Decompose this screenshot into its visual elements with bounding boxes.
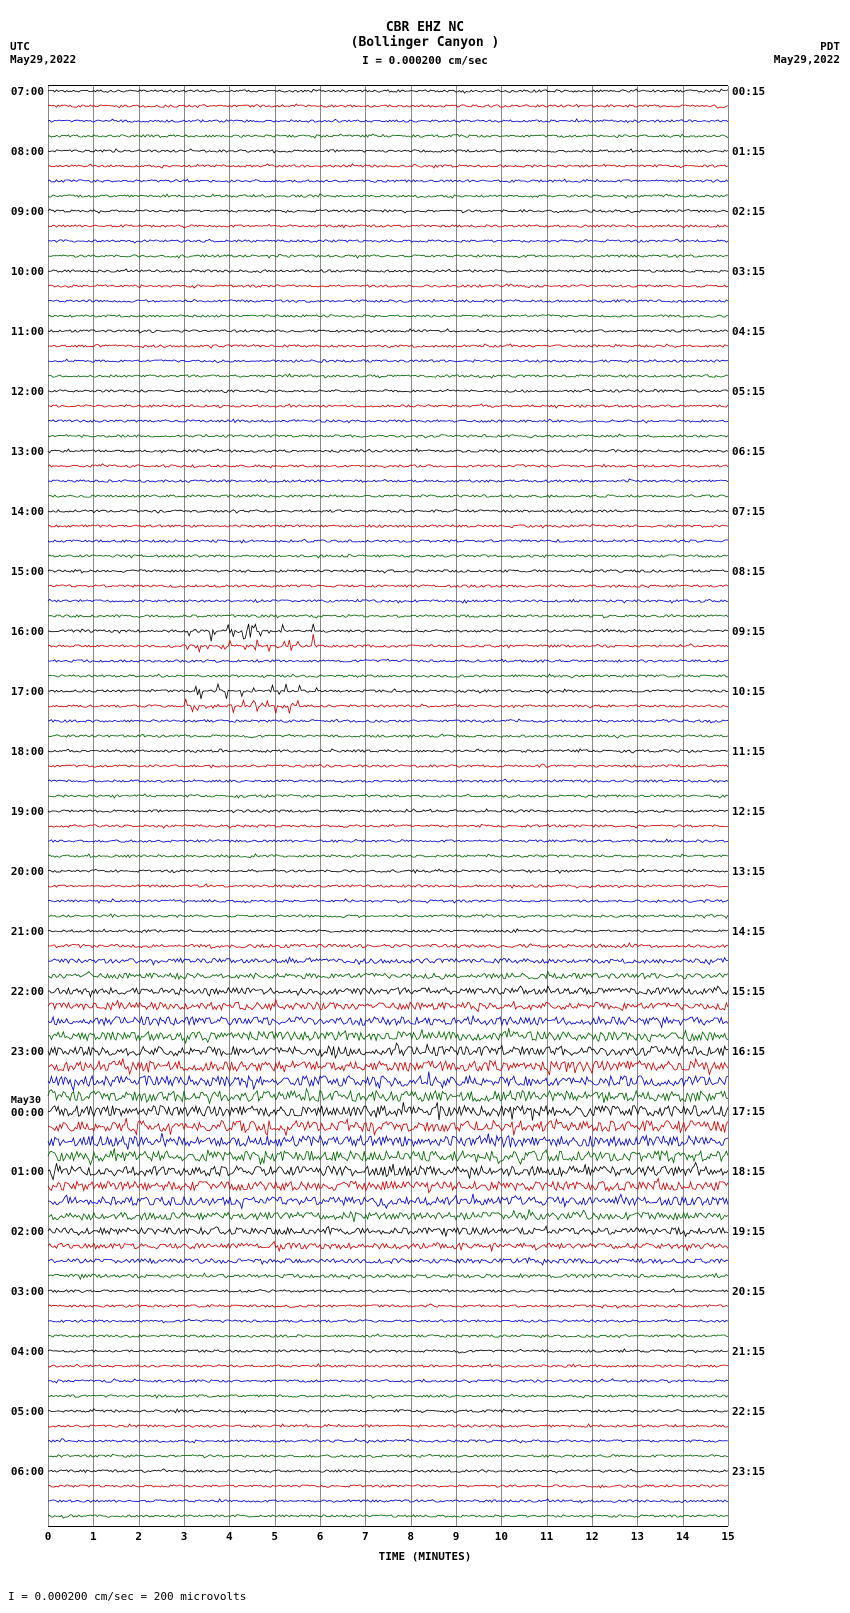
y-right-label: 17:15 — [728, 1105, 765, 1118]
y-right-label: 19:15 — [728, 1225, 765, 1238]
x-tick: 0 — [45, 1530, 52, 1543]
y-left-label: May3000:00 — [11, 1095, 48, 1119]
y-right-label: 13:15 — [728, 865, 765, 878]
seismogram-container: CBR EHZ NC (Bollinger Canyon ) I = 0.000… — [0, 0, 850, 1613]
scale-note: I = 0.000200 cm/sec — [0, 54, 850, 67]
y-right-label: 22:15 — [728, 1405, 765, 1418]
y-left-label: 10:00 — [11, 265, 48, 278]
y-left-label: 15:00 — [11, 565, 48, 578]
scale-bar-icon: I — [8, 1590, 21, 1603]
y-left-label: 06:00 — [11, 1465, 48, 1478]
x-tick: 8 — [407, 1530, 414, 1543]
header: CBR EHZ NC (Bollinger Canyon ) I = 0.000… — [0, 0, 850, 67]
y-left-label: 22:00 — [11, 985, 48, 998]
y-left-label: 02:00 — [11, 1225, 48, 1238]
x-tick: 5 — [271, 1530, 278, 1543]
x-tick: 9 — [453, 1530, 460, 1543]
y-left-label: 09:00 — [11, 205, 48, 218]
x-tick: 3 — [181, 1530, 188, 1543]
station-code: CBR EHZ NC — [0, 20, 850, 35]
tz-right: PDT May29,2022 — [774, 40, 840, 66]
y-right-label: 01:15 — [728, 145, 765, 158]
y-right-label: 00:15 — [728, 85, 765, 98]
seismogram-plot: 07:0000:1508:0001:1509:0002:1510:0003:15… — [48, 85, 728, 1527]
y-right-label: 02:15 — [728, 205, 765, 218]
x-tick: 14 — [676, 1530, 689, 1543]
scale-bar-icon: I — [362, 54, 375, 67]
y-right-label: 18:15 — [728, 1165, 765, 1178]
x-tick: 7 — [362, 1530, 369, 1543]
y-right-label: 10:15 — [728, 685, 765, 698]
y-left-label: 12:00 — [11, 385, 48, 398]
y-right-label: 15:15 — [728, 985, 765, 998]
y-left-label: 23:00 — [11, 1045, 48, 1058]
y-right-label: 04:15 — [728, 325, 765, 338]
y-left-label: 18:00 — [11, 745, 48, 758]
y-right-label: 09:15 — [728, 625, 765, 638]
y-right-label: 11:15 — [728, 745, 765, 758]
x-tick: 10 — [495, 1530, 508, 1543]
x-tick: 4 — [226, 1530, 233, 1543]
y-left-label: 20:00 — [11, 865, 48, 878]
x-axis-label: TIME (MINUTES) — [0, 1550, 850, 1563]
y-right-label: 05:15 — [728, 385, 765, 398]
y-left-label: 07:00 — [11, 85, 48, 98]
y-right-label: 12:15 — [728, 805, 765, 818]
footer-scale: I = 0.000200 cm/sec = 200 microvolts — [8, 1590, 246, 1603]
y-left-label: 04:00 — [11, 1345, 48, 1358]
y-left-label: 11:00 — [11, 325, 48, 338]
x-tick: 13 — [631, 1530, 644, 1543]
y-left-label: 14:00 — [11, 505, 48, 518]
trace-row — [48, 1516, 728, 1517]
x-tick: 1 — [90, 1530, 97, 1543]
y-left-label: 03:00 — [11, 1285, 48, 1298]
y-right-label: 08:15 — [728, 565, 765, 578]
y-left-label: 21:00 — [11, 925, 48, 938]
y-left-label: 16:00 — [11, 625, 48, 638]
x-tick: 6 — [317, 1530, 324, 1543]
y-left-label: 17:00 — [11, 685, 48, 698]
seismic-trace — [48, 1501, 728, 1531]
tz-left: UTC May29,2022 — [10, 40, 76, 66]
y-left-label: 01:00 — [11, 1165, 48, 1178]
y-right-label: 14:15 — [728, 925, 765, 938]
y-left-label: 19:00 — [11, 805, 48, 818]
y-left-label: 13:00 — [11, 445, 48, 458]
x-tick: 12 — [585, 1530, 598, 1543]
y-right-label: 06:15 — [728, 445, 765, 458]
y-right-label: 16:15 — [728, 1045, 765, 1058]
y-right-label: 03:15 — [728, 265, 765, 278]
x-tick: 11 — [540, 1530, 553, 1543]
station-location: (Bollinger Canyon ) — [0, 35, 850, 50]
y-right-label: 23:15 — [728, 1465, 765, 1478]
y-left-label: 08:00 — [11, 145, 48, 158]
x-tick: 15 — [721, 1530, 734, 1543]
y-left-label: 05:00 — [11, 1405, 48, 1418]
y-right-label: 20:15 — [728, 1285, 765, 1298]
x-tick: 2 — [135, 1530, 142, 1543]
y-right-label: 21:15 — [728, 1345, 765, 1358]
y-right-label: 07:15 — [728, 505, 765, 518]
